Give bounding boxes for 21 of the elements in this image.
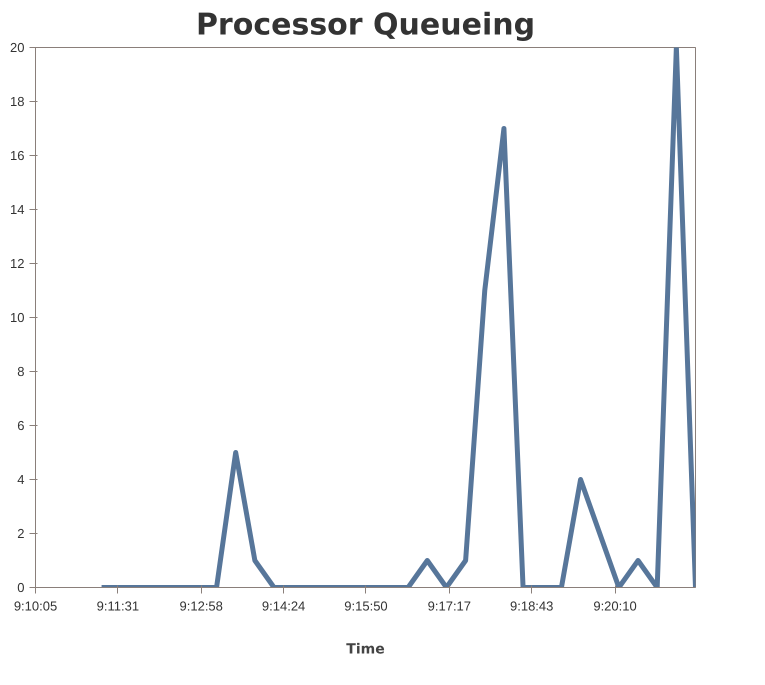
x-tick-label: 9:11:31: [96, 598, 140, 614]
x-tick-label: 9:10:05: [14, 598, 58, 614]
y-tick-label: 16: [10, 148, 25, 163]
chart-title: Processor Queueing: [196, 8, 536, 42]
x-tick-label: 9:18:43: [510, 598, 554, 614]
y-tick-label: 2: [17, 526, 25, 541]
x-tick-label: 9:15:50: [344, 598, 388, 614]
x-tick-label: 9:12:58: [180, 598, 223, 614]
x-tick-label: 9:17:17: [428, 598, 472, 614]
y-tick-label: 6: [17, 418, 25, 433]
y-tick-label: 18: [10, 94, 25, 109]
y-tick-label: 12: [10, 256, 25, 271]
y-tick-label: 10: [10, 310, 25, 325]
y-tick-label: 8: [17, 364, 25, 379]
x-tick-label: 9:14:24: [262, 598, 306, 614]
x-axis-title: Time: [346, 642, 385, 658]
y-tick-label: 14: [10, 202, 25, 217]
y-tick-label: 0: [17, 580, 25, 595]
x-tick-label: 9:20:10: [593, 598, 637, 614]
y-tick-label: 20: [10, 40, 25, 55]
y-tick-label: 4: [17, 472, 25, 487]
